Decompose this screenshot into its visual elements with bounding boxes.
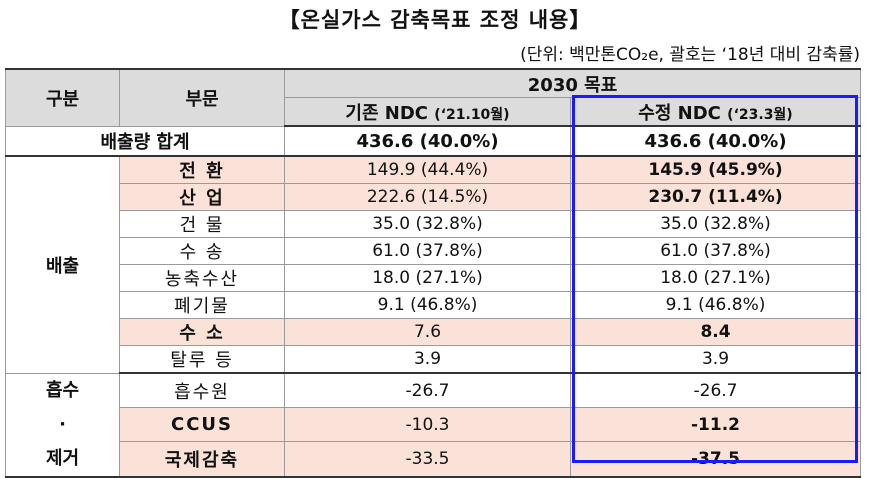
table-row: 산 업 222.6 (14.5%) 230.7 (11.4%) [6, 183, 862, 211]
revised-value: 3.9 [569, 345, 862, 374]
revised-value: 145.9 (45.9%) [569, 155, 862, 184]
revised-value: -37.5 [569, 441, 862, 478]
table-row: 수 송 61.0 (37.8%) 61.0 (37.8%) [6, 237, 862, 265]
revised-value: 9.1 (46.8%) [569, 291, 862, 319]
existing-value: 61.0 (37.8%) [284, 237, 571, 265]
header-existing-ndc: 기존 NDC (‘21.10월) [284, 97, 571, 127]
total-revised: 436.6 (40.0%) [569, 125, 862, 157]
existing-value: -10.3 [284, 407, 571, 443]
sector-name: 수 송 [119, 237, 285, 265]
existing-value: 7.6 [284, 318, 571, 346]
sector-name: 폐기물 [119, 291, 285, 319]
table-row: 농축수산 18.0 (27.1%) 18.0 (27.1%) [6, 264, 862, 292]
sector-name: 국제감축 [119, 441, 285, 478]
sector-name: 건 물 [119, 210, 285, 238]
existing-value: 9.1 (46.8%) [284, 291, 571, 319]
existing-ndc-date: (‘21.10월) [434, 106, 510, 123]
revised-value: 61.0 (37.8%) [569, 237, 862, 265]
table-row: 수 소 7.6 8.4 [6, 318, 862, 346]
page-title: 【온실가스 감축목표 조정 내용】 [278, 8, 592, 32]
header-category: 구분 [5, 68, 120, 127]
sector-name: CCUS [119, 407, 285, 443]
sector-name: 전 환 [119, 155, 285, 184]
unit-note: (단위: 백만톤CO₂e, 괄호는 ‘18년 대비 감축률) [520, 45, 860, 65]
group-removal-line2: · [59, 413, 66, 435]
sector-name: 수 소 [119, 318, 285, 346]
ndc-table: 구분 부문 2030 목표 기존 NDC (‘21.10월) 수정 NDC (‘… [5, 68, 862, 478]
group-removal-line1: 흡수 [45, 379, 80, 401]
existing-value: 3.9 [284, 345, 571, 374]
existing-value: 222.6 (14.5%) [284, 183, 571, 211]
group-removal: 흡수 · 제거 [5, 372, 120, 478]
revised-ndc-date: (‘23.3월) [727, 106, 793, 123]
sector-name: 흡수원 [119, 372, 285, 409]
revised-value: -11.2 [569, 407, 862, 443]
revised-value: 18.0 (27.1%) [569, 264, 862, 292]
revised-value: -26.7 [569, 372, 862, 409]
sector-name: 산 업 [119, 183, 285, 211]
group-emission: 배출 [5, 155, 120, 374]
table-row: 건 물 35.0 (32.8%) 35.0 (32.8%) [6, 210, 862, 238]
header-sector: 부문 [119, 68, 285, 127]
existing-value: 18.0 (27.1%) [284, 264, 571, 292]
existing-value: -33.5 [284, 441, 571, 478]
revised-ndc-label: 수정 NDC [638, 102, 721, 124]
total-label: 배출량 합계 [5, 125, 285, 157]
header-revised-ndc: 수정 NDC (‘23.3월) [569, 97, 862, 127]
table-row: 탈루 등 3.9 3.9 [6, 345, 862, 374]
table-row: 흡수 · 제거 흡수원 -26.7 -26.7 [5, 372, 862, 478]
revised-value: 8.4 [569, 318, 862, 346]
existing-ndc-label: 기존 NDC [345, 102, 429, 124]
group-removal-line3: 제거 [45, 447, 80, 469]
header-2030-target: 2030 목표 [283, 68, 862, 98]
sector-name: 농축수산 [119, 264, 285, 292]
sector-name: 탈루 등 [119, 345, 285, 374]
table-row: CCUS -10.3 -11.2 [6, 407, 862, 443]
existing-value: 149.9 (44.4%) [284, 155, 571, 184]
existing-value: 35.0 (32.8%) [284, 210, 571, 238]
existing-value: -26.7 [284, 372, 571, 409]
revised-value: 230.7 (11.4%) [569, 183, 862, 211]
table-row: 폐기물 9.1 (46.8%) 9.1 (46.8%) [6, 291, 862, 319]
table-row: 국제감축 -33.5 -37.5 [6, 441, 862, 478]
total-row: 배출량 합계 436.6 (40.0%) 436.6 (40.0%) [5, 125, 862, 157]
total-existing: 436.6 (40.0%) [284, 125, 571, 157]
revised-value: 35.0 (32.8%) [569, 210, 862, 238]
table-row: 배출 전 환 149.9 (44.4%) 145.9 (45.9%) [5, 155, 862, 374]
